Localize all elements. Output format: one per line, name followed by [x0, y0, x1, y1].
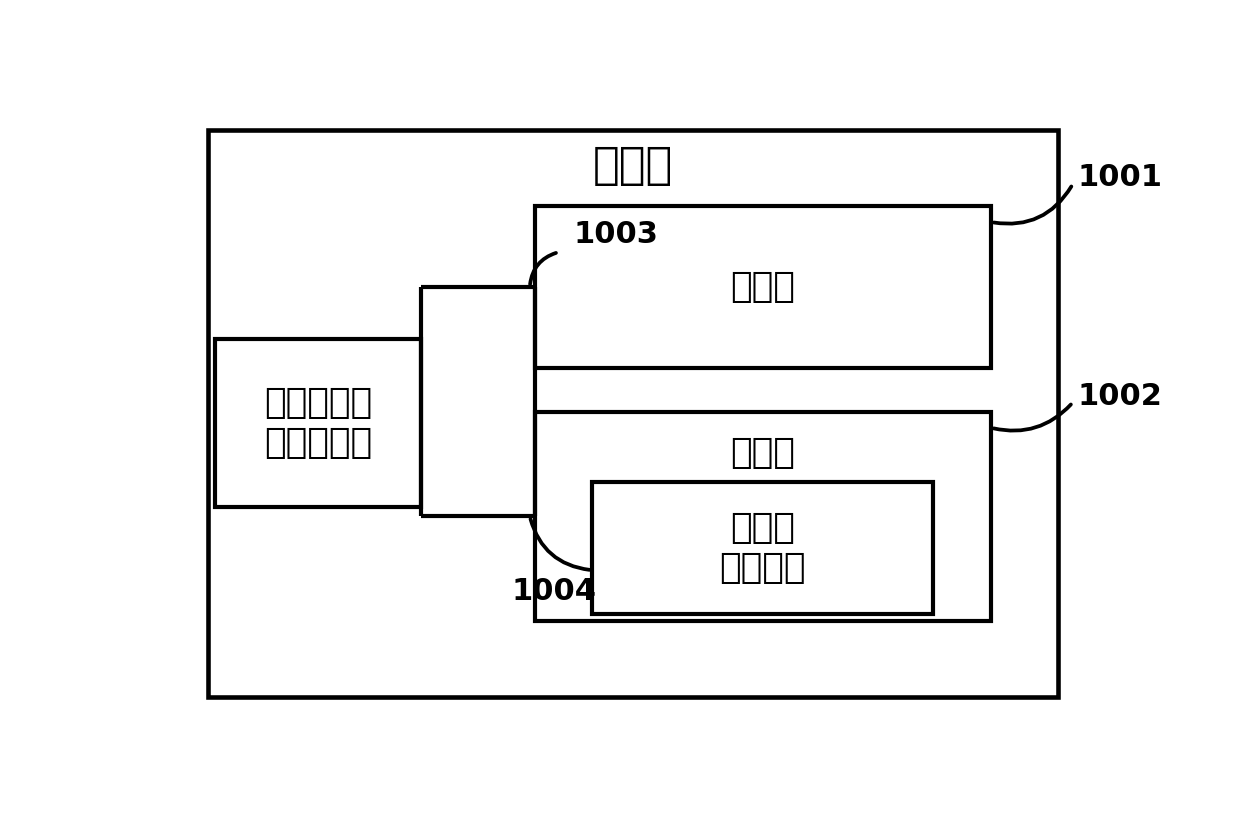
Text: 1001: 1001	[1078, 164, 1163, 192]
Text: 1002: 1002	[1078, 381, 1162, 411]
Bar	[208, 130, 1058, 697]
Bar	[534, 412, 991, 621]
Text: 睡眠状态数
据检测装置: 睡眠状态数 据检测装置	[264, 386, 372, 459]
Text: 1003: 1003	[573, 220, 658, 249]
Bar	[593, 482, 934, 615]
Text: 存储器: 存储器	[730, 436, 795, 470]
Text: 1004: 1004	[511, 576, 596, 606]
Text: 空调器: 空调器	[593, 144, 673, 187]
Bar	[215, 339, 422, 507]
Text: 空调器
控制程序: 空调器 控制程序	[719, 511, 806, 584]
Text: 处理器: 处理器	[730, 270, 795, 304]
Bar	[534, 206, 991, 367]
